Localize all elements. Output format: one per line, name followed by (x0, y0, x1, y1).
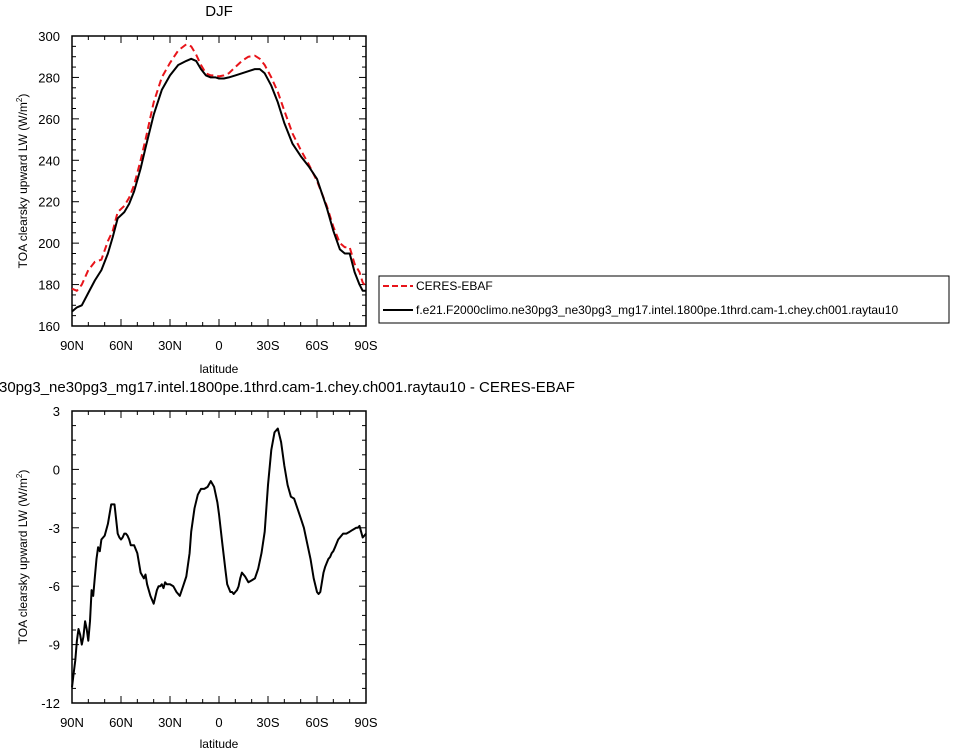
legend-label-model: f.e21.F2000climo.ne30pg3_ne30pg3_mg17.in… (416, 303, 898, 317)
top-x-tick-label: 60S (305, 338, 328, 353)
top-series-line-0 (71, 43, 367, 292)
bottom-x-tick-label: 30S (256, 715, 279, 730)
bottom-x-axis-label: latitude (200, 737, 239, 751)
bottom-x-tick-label: 60S (305, 715, 328, 730)
top-y-axis-label: TOA clearsky upward LW (W/m2) (15, 94, 30, 269)
bottom-chart-title: f.e21.F2000climo.ne30pg3_ne30pg3_mg17.in… (0, 379, 575, 396)
bottom-y-tick-label: -12 (41, 696, 60, 711)
legend-label-ceres: CERES-EBAF (416, 279, 493, 293)
top-y-tick-label: 220 (38, 195, 60, 210)
bottom-y-tick-label: 0 (53, 462, 60, 477)
top-series-line-1 (71, 57, 366, 313)
top-x-tick-label: 60N (109, 338, 133, 353)
bottom-ticks: 90N 60N 30N 0 30S 60S 90S -12 -9 -6 -3 0 3 (41, 404, 378, 730)
top-series (71, 43, 367, 313)
top-y-tick-label: 160 (38, 319, 60, 334)
bottom-x-tick-label: 0 (215, 715, 222, 730)
top-y-tick-label: 280 (38, 70, 60, 85)
top-ticks: 90N 60N 30N 0 30S 60S 90S 160 180 200 220 240 260 280… (38, 29, 378, 353)
top-x-tick-label: 90S (354, 338, 377, 353)
top-y-tick-label: 240 (38, 153, 60, 168)
bottom-y-tick-label: 3 (53, 404, 60, 419)
bottom-y-tick-label: -9 (48, 638, 60, 653)
bottom-x-tick-label: 90N (60, 715, 84, 730)
top-panel: DJF 90N 60N 30N 0 30S 60S 90S 160 180 200 220 240 26… (15, 3, 378, 376)
top-y-tick-label: 300 (38, 29, 60, 44)
top-x-tick-label: 90N (60, 338, 84, 353)
top-y-tick-label: 200 (38, 236, 60, 251)
bottom-x-tick-label: 60N (109, 715, 133, 730)
top-x-axis-label: latitude (200, 362, 239, 376)
bottom-plot-frame (71, 410, 367, 704)
top-x-tick-label: 30S (256, 338, 279, 353)
bottom-y-tick-label: -3 (48, 521, 60, 536)
top-chart-title: DJF (205, 3, 233, 20)
bottom-x-tick-label: 30N (158, 715, 182, 730)
bottom-series-line-0 (71, 427, 367, 688)
bottom-y-tick-label: -6 (48, 579, 60, 594)
bottom-y-axis-label: TOA clearsky upward LW (W/m2) (15, 470, 30, 645)
legend-box (378, 275, 950, 324)
top-y-tick-label: 180 (38, 278, 60, 293)
bottom-series (71, 427, 367, 688)
bottom-x-tick-label: 90S (354, 715, 377, 730)
top-y-tick-label: 260 (38, 112, 60, 127)
legend: CERES-EBAF f.e21.F2000climo.ne30pg3_ne30… (378, 275, 950, 324)
top-x-tick-label: 0 (215, 338, 222, 353)
top-x-tick-label: 30N (158, 338, 182, 353)
bottom-panel: f.e21.F2000climo.ne30pg3_ne30pg3_mg17.in… (0, 379, 575, 751)
